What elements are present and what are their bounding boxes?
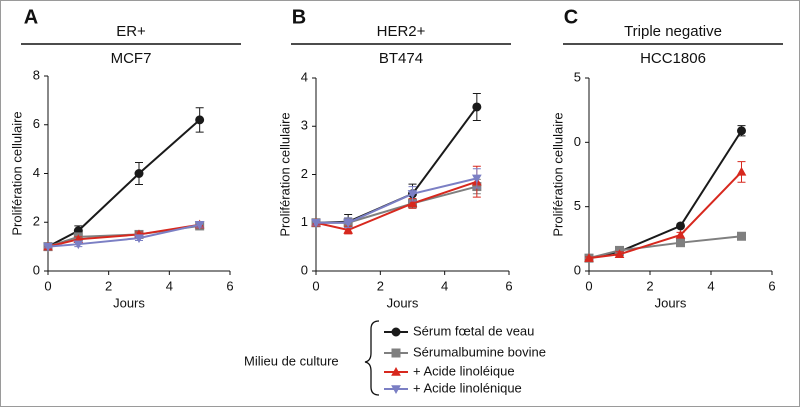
- marker: [134, 169, 144, 178]
- x-tick-label: 2: [377, 278, 384, 293]
- x-tick-label: 0: [44, 278, 51, 293]
- marker: [391, 348, 401, 358]
- marker: [134, 234, 144, 244]
- y-tick-label: 3: [301, 118, 308, 133]
- panel-label: B: [292, 6, 306, 28]
- series-line: [47, 223, 200, 248]
- series-line: [47, 119, 201, 248]
- series-line: [588, 235, 742, 260]
- panel-subtitle: HCC1806: [640, 50, 706, 67]
- marker: [676, 221, 685, 231]
- marker: [343, 224, 354, 234]
- legend-entry: Sérum fœtal de veau: [413, 323, 534, 338]
- marker: [407, 198, 418, 208]
- y-tick-label: 2: [33, 214, 40, 229]
- y-tick-label: 0: [574, 262, 581, 277]
- marker: [736, 166, 747, 176]
- legend-entry: + Acide linolénique: [413, 380, 522, 395]
- x-tick-label: 4: [166, 278, 173, 293]
- x-tick-label: 0: [585, 278, 592, 293]
- marker: [737, 126, 746, 136]
- x-axis-label: Jours: [387, 295, 419, 310]
- y-tick-label: 4: [33, 165, 40, 180]
- marker: [614, 249, 625, 258]
- marker: [391, 366, 401, 376]
- y-tick-label: 0: [301, 262, 308, 277]
- marker: [195, 115, 205, 125]
- y-tick-label: 0: [574, 134, 581, 149]
- legend-brace: [364, 320, 380, 396]
- marker: [43, 242, 53, 252]
- series-line: [315, 180, 478, 232]
- y-tick-label: 2: [301, 166, 308, 181]
- marker: [73, 240, 84, 250]
- marker: [675, 229, 686, 239]
- x-axis-label: Jours: [113, 295, 145, 310]
- y-tick-label: 5: [574, 198, 581, 213]
- series-line: [316, 177, 478, 224]
- marker: [391, 327, 401, 337]
- marker: [676, 238, 685, 248]
- x-tick-label: 6: [768, 278, 775, 293]
- legend-entry: + Acide linoléique: [413, 363, 515, 378]
- panel-label: C: [564, 6, 578, 28]
- legend-title: Milieu de culture: [244, 353, 339, 368]
- marker: [391, 385, 401, 395]
- panel-title: Triple negative: [624, 23, 722, 40]
- series-line: [47, 223, 200, 248]
- marker: [343, 219, 354, 228]
- x-tick-label: 6: [226, 278, 233, 293]
- series-line: [588, 171, 743, 260]
- x-tick-label: 4: [707, 278, 714, 293]
- series-line: [316, 185, 478, 224]
- series-line: [315, 106, 478, 224]
- y-tick-label: 6: [33, 116, 40, 131]
- x-tick-label: 6: [505, 278, 512, 293]
- y-axis-label: Prolifération cellulaire: [550, 112, 565, 236]
- y-tick-label: 5: [574, 69, 581, 84]
- x-tick-label: 2: [646, 278, 653, 293]
- marker: [311, 219, 321, 228]
- marker: [471, 174, 482, 184]
- marker: [194, 220, 205, 230]
- y-axis-label: Prolifération cellulaire: [9, 111, 24, 235]
- marker: [407, 190, 418, 199]
- y-tick-label: 0: [33, 262, 40, 277]
- x-tick-label: 0: [312, 278, 319, 293]
- x-axis-label: Jours: [655, 295, 687, 310]
- marker: [584, 253, 594, 262]
- panel-label: A: [24, 6, 38, 28]
- y-tick-label: 1: [301, 214, 308, 229]
- x-tick-label: 2: [105, 278, 112, 293]
- panel-subtitle: MCF7: [111, 50, 152, 67]
- marker: [737, 231, 746, 241]
- y-tick-label: 8: [33, 67, 40, 82]
- x-tick-label: 4: [441, 278, 448, 293]
- y-tick-label: 4: [301, 69, 308, 84]
- panel-title: HER2+: [377, 23, 426, 40]
- panel-subtitle: BT474: [379, 50, 423, 67]
- marker: [472, 102, 482, 112]
- y-axis-label: Prolifération cellulaire: [277, 112, 292, 236]
- legend-entry: Sérumalbumine bovine: [413, 344, 546, 359]
- panel-title: ER+: [116, 23, 146, 40]
